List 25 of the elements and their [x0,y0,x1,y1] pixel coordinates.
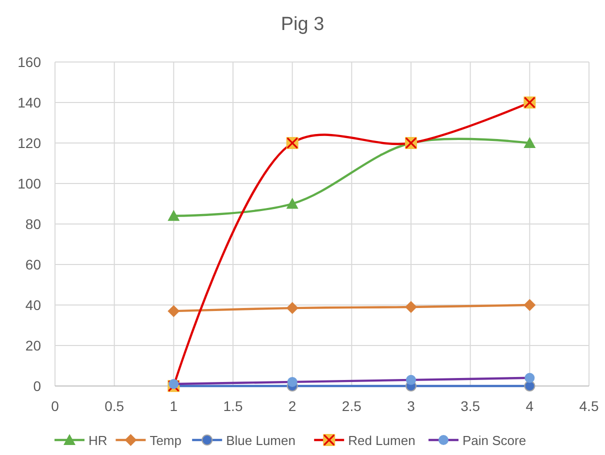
x-tick-label: 3 [407,398,416,414]
y-tick-label: 80 [25,216,42,232]
legend-label: Pain Score [462,433,526,448]
x-tick-label: 1 [170,398,178,414]
y-tick-label: 40 [25,297,42,313]
y-tick-label: 100 [18,176,42,192]
legend-label: Red Lumen [348,433,416,448]
x-tick-label: 0.5 [104,398,124,414]
x-tick-label: 3.5 [460,398,480,414]
legend-label: HR [88,433,108,448]
y-tick-label: 60 [25,256,42,272]
y-tick-label: 120 [18,135,42,151]
y-tick-label: 140 [18,94,42,110]
x-tick-label: 4.5 [579,398,599,414]
x-tick-label: 1.5 [223,398,243,414]
y-tick-label: 20 [25,338,42,354]
legend-label: Blue Lumen [226,433,296,448]
x-tick-label: 2.5 [342,398,362,414]
y-tick-label: 0 [33,378,42,394]
x-tick-label: 4 [526,398,534,414]
x-tick-label: 0 [51,398,60,414]
chart-title: Pig 3 [280,14,324,35]
legend-label: Temp [150,433,182,448]
x-tick-label: 2 [288,398,296,414]
y-tick-label: 160 [18,54,42,70]
